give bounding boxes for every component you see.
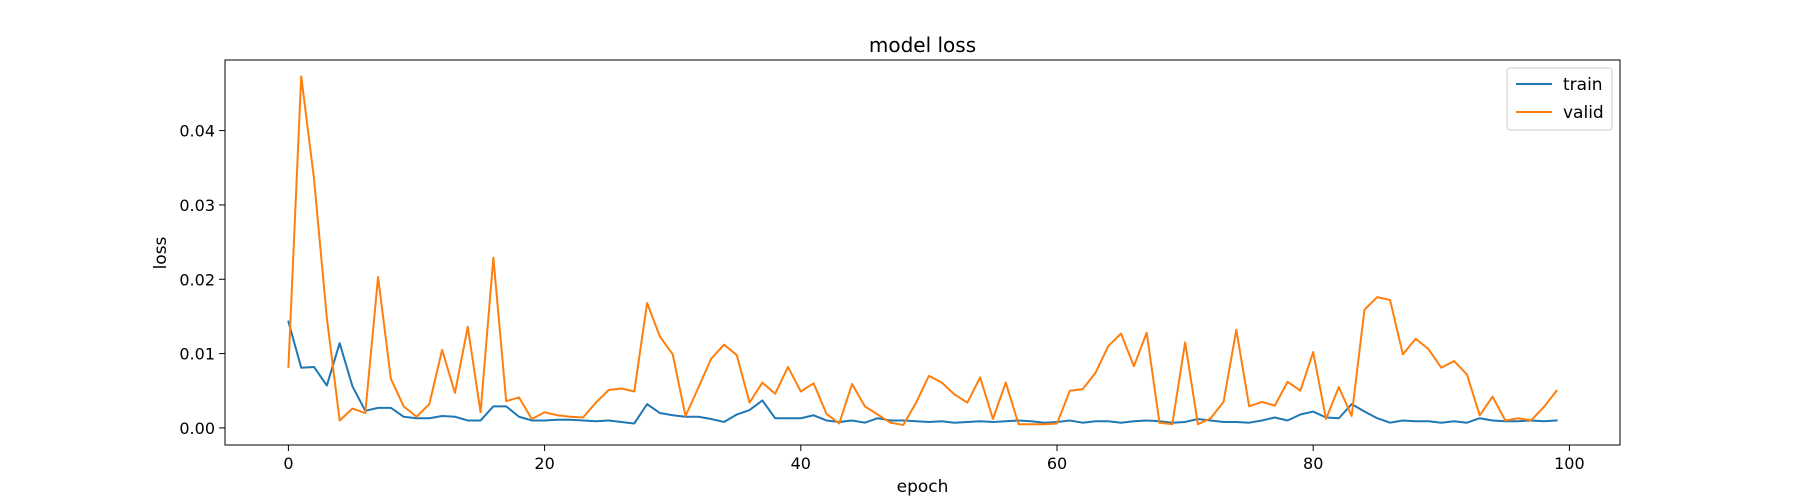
y-tick-label-0.02: 0.02 xyxy=(179,270,215,289)
y-tick-label-0.03: 0.03 xyxy=(179,196,215,215)
axes-frame xyxy=(224,59,1621,446)
x-tick-label-0: 0 xyxy=(283,454,293,473)
x-tick-label-40: 40 xyxy=(791,454,811,473)
legend-label-valid: valid xyxy=(1563,103,1604,123)
legend: train valid xyxy=(1506,67,1613,131)
x-axis: 0 20 40 60 80 100 xyxy=(283,445,1585,473)
y-tick-label-0.04: 0.04 xyxy=(179,122,215,141)
series-line-valid xyxy=(287,75,1558,426)
chart-title: model loss xyxy=(869,33,976,57)
y-axis: 0.00 0.01 0.02 0.03 0.04 xyxy=(179,122,225,438)
y-axis-label: loss xyxy=(151,236,171,269)
x-tick-label-80: 80 xyxy=(1303,454,1323,473)
x-axis-label: epoch xyxy=(897,477,949,497)
y-tick-label-0.01: 0.01 xyxy=(179,345,215,364)
series-layer xyxy=(287,75,1558,426)
y-tick-label-0.00: 0.00 xyxy=(179,419,215,438)
x-tick-label-60: 60 xyxy=(1047,454,1067,473)
legend-label-train: train xyxy=(1563,75,1603,95)
series-line-train xyxy=(287,320,1558,425)
x-tick-label-100: 100 xyxy=(1554,454,1585,473)
x-tick-label-20: 20 xyxy=(534,454,554,473)
